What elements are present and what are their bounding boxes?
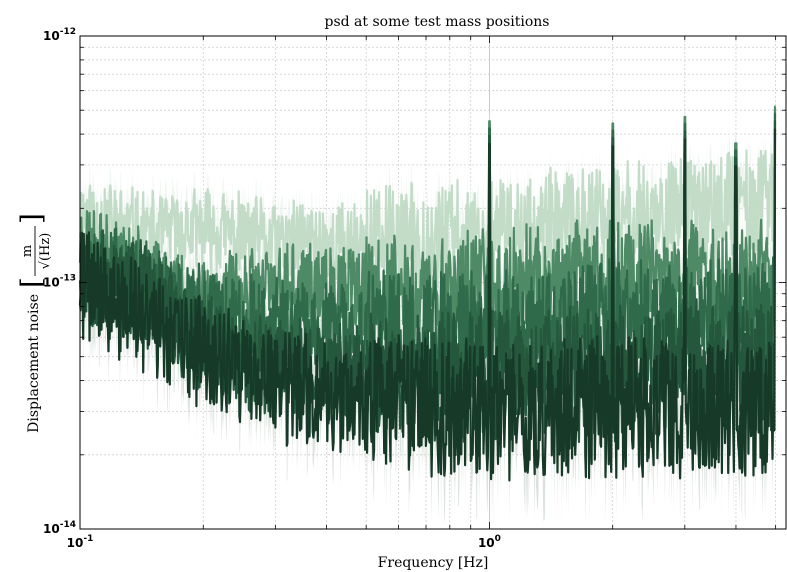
y-tick-label: 10-12 (43, 27, 76, 43)
x-axis-label: Frequency [Hz] (378, 555, 489, 571)
y-axis-unit-open-bracket: [ (15, 277, 48, 288)
y-axis-unit-close-bracket: ] (15, 213, 48, 224)
tick-labels: 10-14 10-13 10-12 10-1 100 (43, 27, 501, 550)
x-tick-label: 100 (478, 534, 501, 550)
y-axis-label: Displacement noise (26, 294, 42, 433)
y-tick-label: 10-14 (43, 520, 76, 536)
series-lines (78, 105, 777, 482)
y-axis-label-group: Displacement noise [ m √(Hz) ] (15, 213, 53, 433)
y-axis-unit-numerator: m (20, 245, 35, 257)
series-line-1 (78, 149, 777, 297)
y-tick-label: 10-13 (43, 274, 76, 290)
series-line-5 (78, 128, 777, 482)
y-axis-unit-denominator: √(Hz) (38, 233, 53, 270)
x-tick-label: 10-1 (67, 534, 94, 550)
axis-ticks (79, 36, 786, 529)
chart-title: psd at some test mass positions (324, 14, 549, 30)
series-band-5 (80, 126, 776, 524)
